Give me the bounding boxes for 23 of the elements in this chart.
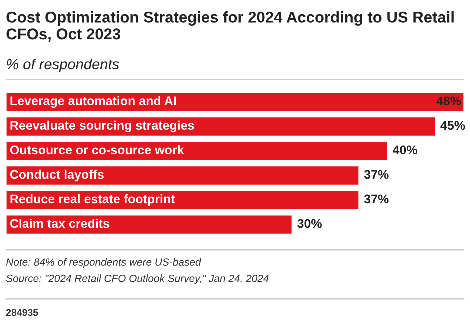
y-tick-label: Reduce real estate footprint — [10, 194, 176, 206]
bar — [6, 214, 294, 236]
bar — [6, 140, 389, 162]
bar — [6, 190, 360, 211]
bar — [6, 165, 360, 186]
data-label: 40% — [392, 146, 418, 155]
y-tick-label: Leverage automation and AI — [10, 96, 176, 108]
chart-title: Cost Optimization Strategies for 2024 According to US Retail CFOs, Oct 2023 — [6, 11, 454, 42]
data-label: 37% — [364, 194, 389, 204]
data-label: 30% — [298, 219, 322, 228]
source-note: Source: "2024 Retail CFO Outlook Survey," Jan 24, 2024 — [6, 274, 269, 284]
bar — [6, 116, 436, 138]
text: Note: 84% of respondents were US-based — [6, 258, 202, 268]
text: 284935 — [6, 309, 38, 316]
y-tick-label: Claim tax credits — [10, 218, 110, 228]
y-tick-label: Outsource or co-source work — [10, 145, 184, 155]
chart-subtitle: % of respondents — [7, 58, 120, 72]
y-tick-label: Conduct layoffs — [10, 170, 104, 182]
bar — [6, 92, 464, 113]
data-label: 48% — [436, 96, 462, 106]
data-label: 37% — [364, 170, 389, 180]
y-tick-label: Reevaluate sourcing strategies — [10, 120, 194, 133]
data-label: 45% — [440, 121, 466, 130]
